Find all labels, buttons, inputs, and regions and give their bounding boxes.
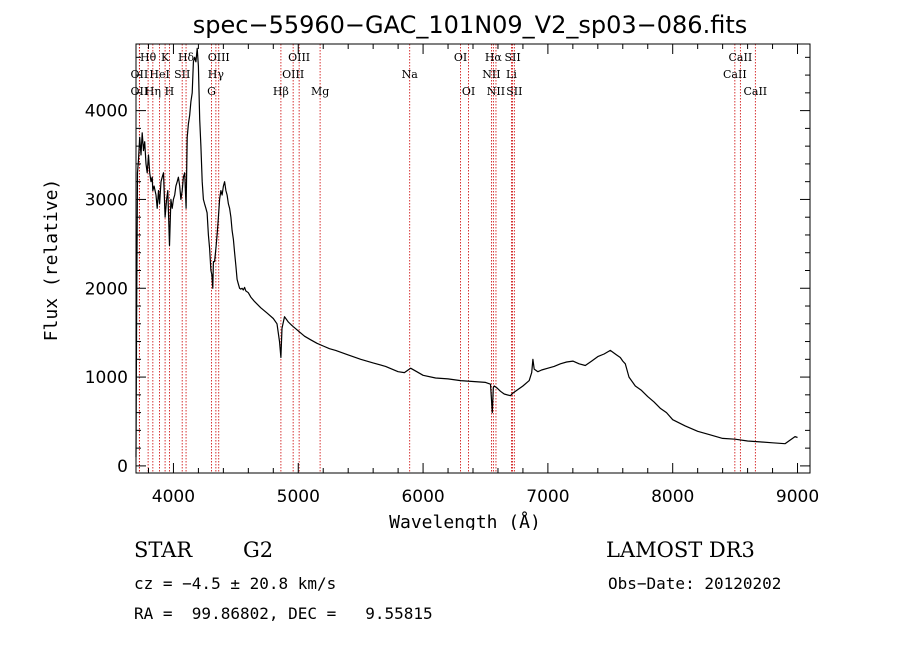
axis-ticks: 4000 5000 6000 7000 8000 9000 0 1000 2000 3000 400… [85, 44, 819, 507]
x-tick-label: 5000 [277, 487, 320, 507]
spectrum-chart: spec−55960−GAC_101N09_V2_sp03−086.fits H… [41, 11, 819, 530]
line-label: OIII [208, 51, 230, 64]
line-label: H [165, 85, 175, 98]
line-label: CaII [743, 85, 767, 98]
line-label: OI [454, 51, 467, 64]
subclass: G2 [243, 538, 274, 562]
line-label: CaII [723, 68, 747, 81]
spectrum-line [135, 47, 798, 458]
line-label: Li [506, 68, 517, 81]
redshift-cz: cz = −4.5 ± 20.8 km/s [134, 574, 337, 593]
coordinates: RA = 99.86802, DEC = 9.55815 [134, 604, 433, 623]
observation-date: Obs−Date: 20120202 [608, 574, 782, 593]
chart-title: spec−55960−GAC_101N09_V2_sp03−086.fits [193, 11, 747, 39]
line-label: OIII [288, 51, 310, 64]
line-label: G [207, 85, 216, 98]
line-label: Na [402, 68, 419, 81]
line-label: Hη [145, 85, 161, 98]
line-label: Hθ [140, 51, 157, 64]
y-tick-label: 3000 [85, 190, 128, 210]
line-label: Hα [485, 51, 503, 64]
y-axis-label: Flux (relative) [41, 179, 62, 342]
y-tick-label: 1000 [85, 368, 128, 388]
x-tick-label: 4000 [152, 487, 195, 507]
line-label: HeI [149, 68, 169, 81]
line-label: Hβ [273, 85, 289, 98]
line-label: SII [174, 68, 190, 81]
x-axis-label: Wavelength (Å) [389, 511, 541, 530]
y-tick-label: 4000 [85, 102, 128, 122]
survey-name: LAMOST DR3 [606, 538, 755, 562]
line-label: NII [482, 68, 500, 81]
x-tick-label: 8000 [651, 487, 694, 507]
line-label: Hγ [208, 68, 225, 81]
line-label: OIII [282, 68, 304, 81]
plot-frame [135, 43, 811, 474]
x-tick-label: 6000 [401, 487, 444, 507]
line-label: OII [131, 68, 149, 81]
x-tick-label: 9000 [776, 487, 819, 507]
spectral-line-markers [138, 44, 756, 473]
y-tick-label: 0 [117, 457, 128, 477]
line-label: Mg [311, 85, 329, 98]
object-type: STAR [134, 538, 193, 562]
x-tick-label: 7000 [526, 487, 569, 507]
line-label: NII [487, 85, 505, 98]
line-label: K [161, 51, 170, 64]
line-label: OII [131, 85, 149, 98]
line-label: CaII [729, 51, 753, 64]
line-label: OI [462, 85, 475, 98]
line-label: SII [504, 51, 520, 64]
y-tick-label: 2000 [85, 279, 128, 299]
line-label: Hδ [178, 51, 195, 64]
line-label: SII [506, 85, 522, 98]
